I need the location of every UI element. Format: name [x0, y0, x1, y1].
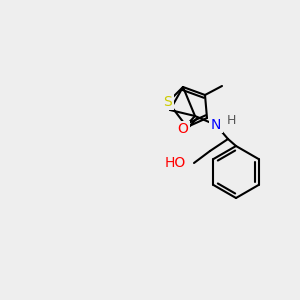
Text: O: O	[178, 122, 188, 136]
Text: H: H	[226, 115, 236, 128]
Text: N: N	[211, 118, 221, 132]
Text: HO: HO	[165, 156, 186, 170]
Text: S: S	[164, 95, 172, 109]
